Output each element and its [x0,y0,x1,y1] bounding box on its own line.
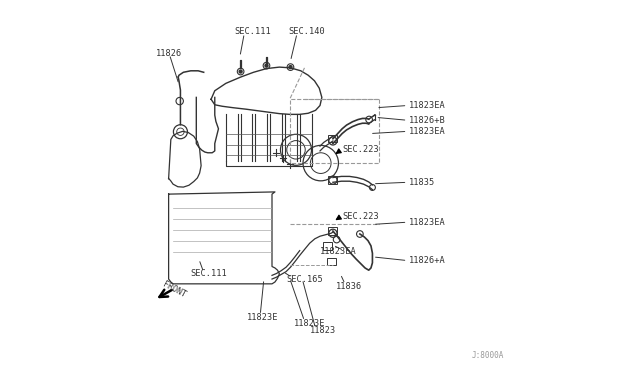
Text: FRONT: FRONT [161,279,188,299]
Text: 11826: 11826 [156,49,182,58]
Text: SEC.140: SEC.140 [289,27,325,36]
Text: J:8000A: J:8000A [472,350,504,360]
Bar [326,258,335,265]
Text: 11826+A: 11826+A [408,256,445,265]
Text: 11835: 11835 [408,178,435,187]
Text: 11823E: 11823E [294,319,326,328]
Bar [323,242,332,250]
Text: SEC.223: SEC.223 [342,212,379,221]
Circle shape [265,64,268,67]
Text: SEC.165: SEC.165 [287,275,323,283]
Text: 11823E: 11823E [247,312,278,321]
Bar [328,135,337,142]
Text: SEC.111: SEC.111 [234,27,271,36]
Text: 11823EA: 11823EA [320,247,356,256]
Bar [328,176,337,184]
Text: 11823: 11823 [310,326,336,335]
Text: 11823EA: 11823EA [408,218,445,227]
Bar [328,227,337,235]
Circle shape [289,65,292,68]
Text: 11823EA: 11823EA [408,127,445,136]
Text: 11836: 11836 [335,282,362,291]
Text: 11826+B: 11826+B [408,116,445,125]
Text: SEC.223: SEC.223 [342,145,379,154]
Circle shape [239,70,242,73]
Text: SEC.111: SEC.111 [190,269,227,278]
Text: 11823EA: 11823EA [408,101,445,110]
